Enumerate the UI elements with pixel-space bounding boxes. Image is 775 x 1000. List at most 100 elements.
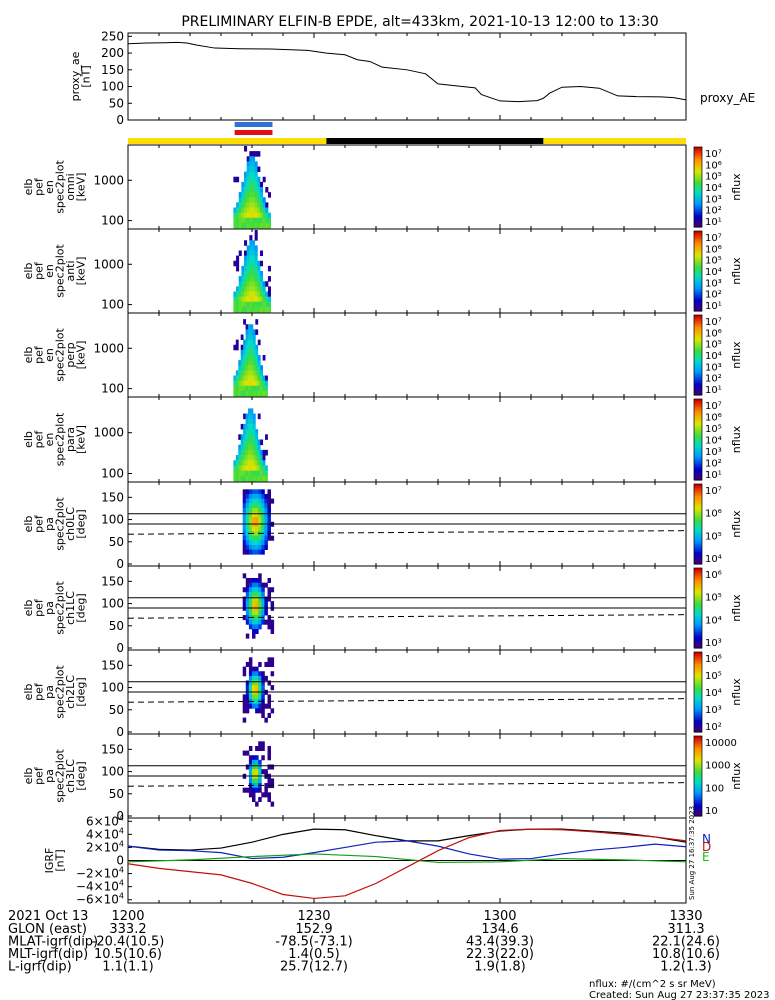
colorbar-cell bbox=[694, 383, 702, 386]
spectrogram-cell bbox=[252, 240, 256, 246]
spectrogram-cell bbox=[245, 449, 249, 456]
colorbar-cell bbox=[694, 696, 702, 699]
colorbar-cell bbox=[694, 552, 702, 555]
spectrogram-cell bbox=[248, 465, 251, 472]
pitch-angle-cell bbox=[242, 549, 247, 555]
colorbar-cell bbox=[694, 333, 702, 336]
spectrogram-cell bbox=[254, 217, 258, 224]
pitch-angle-ylabel-line: pa bbox=[43, 601, 56, 615]
colorbar-label: nflux bbox=[730, 257, 743, 285]
spectrogram-cell bbox=[255, 434, 259, 440]
spectrogram-cell bbox=[249, 306, 253, 313]
spectrogram-cell bbox=[246, 301, 250, 308]
spectrogram-cell bbox=[248, 475, 251, 482]
spectrogram-cell bbox=[249, 245, 253, 251]
colorbar-cell bbox=[694, 361, 702, 364]
spectrogram-cell bbox=[257, 390, 261, 397]
colorbar-label: nflux bbox=[730, 510, 743, 538]
pitch-angle-cell bbox=[245, 493, 250, 500]
colorbar-label-text: nflux bbox=[730, 762, 743, 790]
spectrogram-cell bbox=[262, 460, 266, 466]
energy-spectrogram-ylabel-line: [keV] bbox=[74, 257, 87, 286]
spectrogram-cell bbox=[246, 281, 250, 287]
pitch-angle-cell bbox=[261, 493, 265, 500]
pitch-angle-cell bbox=[264, 498, 268, 504]
colorbar-tick-label: 100 bbox=[705, 783, 724, 794]
colorbar-cell bbox=[694, 642, 702, 645]
spectrogram-cell bbox=[267, 301, 271, 308]
pitch-angle-cell bbox=[264, 531, 268, 537]
spectrogram-cell bbox=[252, 439, 256, 446]
pitch-angle-cell bbox=[258, 596, 262, 602]
spectrogram-cell bbox=[233, 475, 237, 482]
colorbar-cell bbox=[694, 730, 702, 733]
pitch-angle-cell bbox=[245, 703, 250, 709]
spectrogram-cell bbox=[238, 465, 242, 472]
colorbar-cell bbox=[694, 548, 702, 551]
pitch-angle-cell bbox=[242, 703, 247, 709]
pitch-angle-cell bbox=[258, 708, 262, 714]
colorbar-cell bbox=[694, 754, 702, 757]
colorbar-cell bbox=[694, 173, 702, 176]
pitch-angle-cell bbox=[255, 503, 259, 509]
spectrogram-cell bbox=[235, 344, 239, 351]
pitch-angle-cell bbox=[264, 582, 268, 588]
spectrogram-cell bbox=[246, 202, 250, 208]
spectrogram-cell bbox=[252, 375, 256, 382]
colorbar-cell bbox=[694, 409, 702, 412]
spectrogram-cell bbox=[257, 444, 261, 451]
colorbar-cell bbox=[694, 299, 702, 302]
igrf-ytick-exponent: 4 bbox=[119, 813, 124, 822]
pitch-angle-cell bbox=[255, 675, 259, 681]
colorbar-cell bbox=[694, 504, 702, 507]
ephemeris-value: 1.1(1.1) bbox=[102, 960, 154, 975]
colorbar-tick-label: 10⁴ bbox=[705, 183, 722, 194]
spectrogram-cell bbox=[243, 429, 246, 435]
pitch-angle-cell bbox=[248, 657, 253, 663]
energy-ytick-label: 1000 bbox=[93, 426, 124, 440]
pitch-angle-cell bbox=[264, 544, 268, 550]
colorbar-label-text: nflux bbox=[730, 594, 743, 622]
spectrogram-cell bbox=[257, 360, 261, 366]
colorbar-cell bbox=[694, 814, 702, 817]
colorbar-cell bbox=[694, 690, 702, 693]
pitch-angle-cell bbox=[255, 591, 259, 597]
igrf-ytick-label: −6×104 bbox=[76, 892, 124, 907]
spectrogram-cell bbox=[252, 334, 256, 341]
colorbar-cell bbox=[694, 193, 702, 196]
colorbar-cell bbox=[694, 582, 702, 585]
pitch-angle-cell bbox=[248, 610, 253, 616]
colorbar-cell bbox=[694, 389, 702, 392]
spectrogram-cell bbox=[243, 370, 246, 376]
energy-spectrogram-ylabel-line: pef bbox=[32, 261, 45, 280]
colorbar-cell bbox=[694, 469, 702, 473]
pitch-angle-cell bbox=[248, 591, 253, 597]
pitch-angle-cell bbox=[252, 587, 256, 593]
igrf-series-line bbox=[127, 828, 687, 900]
pitch-angle-cell bbox=[267, 591, 271, 597]
pitch-angle-cell bbox=[252, 759, 256, 765]
pitch-angle-cell bbox=[245, 596, 250, 602]
colorbar-cell bbox=[694, 353, 702, 356]
colorbar-cell bbox=[694, 646, 702, 649]
colorbar-cell bbox=[694, 221, 702, 224]
colorbar-cell bbox=[694, 760, 702, 763]
spectrogram-cell bbox=[252, 413, 256, 420]
spectrogram-cell bbox=[262, 286, 266, 292]
spectrogram-cell bbox=[246, 271, 250, 277]
colorbar-cell bbox=[694, 243, 702, 246]
pitch-angle-cell bbox=[258, 544, 262, 550]
energy-spectrogram-frame bbox=[127, 396, 687, 483]
spectrogram-cell bbox=[257, 276, 261, 282]
pitch-angle-cell bbox=[267, 535, 271, 541]
colorbar-tick-label: 10³ bbox=[705, 194, 722, 205]
pitch-angle-cell bbox=[245, 503, 250, 509]
pitch-angle-cell bbox=[248, 526, 253, 532]
spectrogram-cell bbox=[260, 370, 264, 376]
pitch-angle-colorbar: 10000 1000 100 10 nflux bbox=[693, 735, 743, 817]
spectrogram-cell bbox=[254, 296, 258, 303]
colorbar-cell bbox=[694, 289, 702, 292]
pitch-angle-cell bbox=[252, 619, 256, 625]
pitch-angle-cell bbox=[245, 699, 250, 705]
